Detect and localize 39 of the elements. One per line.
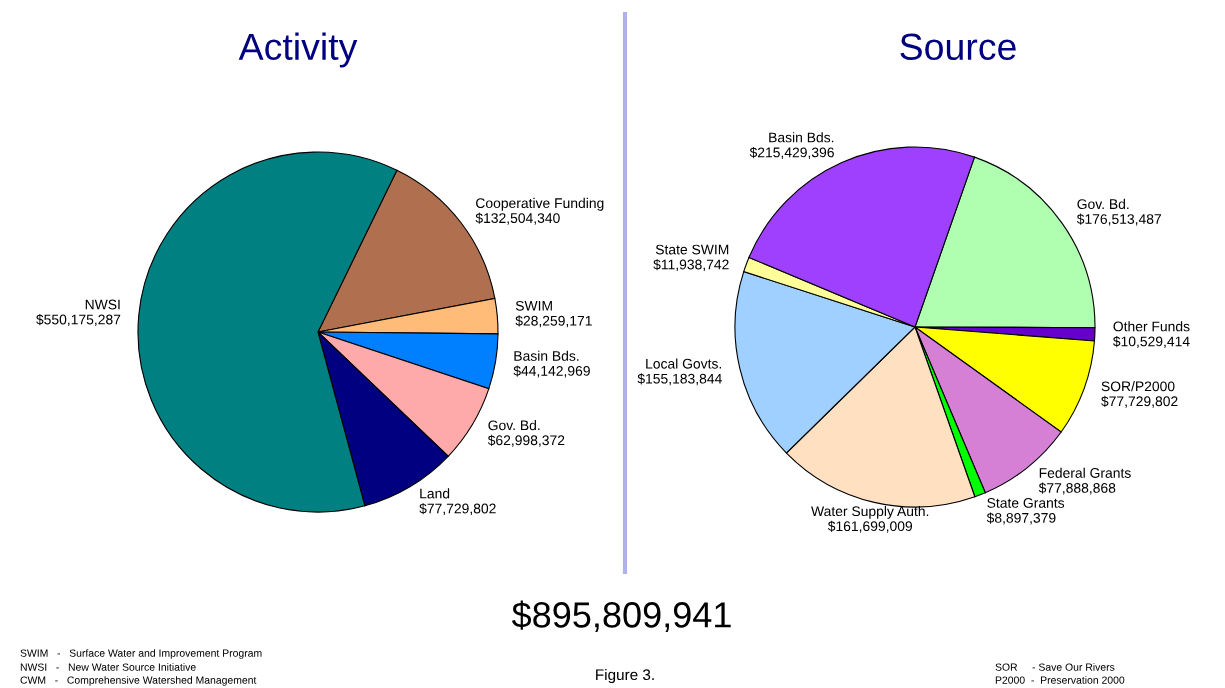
text: SOR - Save Our Rivers	[995, 663, 1115, 671]
data-label: $77,729,802	[419, 503, 496, 516]
data-label: $550,175,287	[36, 313, 121, 327]
slice-label: Gov. Bd.	[1077, 198, 1129, 210]
slice-label: State SWIM	[655, 244, 729, 255]
data-label: $176,513,487	[1076, 213, 1161, 226]
slice-label: State Grants	[987, 498, 1065, 508]
data-label: $161,699,009	[827, 520, 913, 533]
slice-label: SOR/P2000	[1101, 381, 1175, 392]
text: $895,809,941	[511, 600, 731, 632]
data-label: $10,529,414	[1112, 335, 1190, 348]
slice-label: Cooperative Funding	[476, 197, 604, 211]
slice-label: Land	[420, 488, 450, 499]
data-label: $28,259,171	[515, 315, 592, 328]
data-label: $62,998,372	[487, 434, 565, 447]
text: CWM - Comprehensive Watershed Management	[20, 676, 257, 686]
chart-title: Activity	[238, 32, 358, 68]
slice-label: Basin Bds.	[514, 350, 579, 361]
slice-label: Basin Bds.	[769, 132, 834, 143]
data-label: $215,429,396	[749, 146, 834, 159]
text: SWIM - Surface Water and Improvement Program	[20, 649, 262, 659]
chart-title: Source	[900, 33, 1016, 61]
slice-label: Federal Grants	[1039, 467, 1131, 478]
text: P2000 - Preservation 2000	[995, 676, 1125, 684]
slice-label: SWIM	[515, 300, 552, 311]
data-label: $44,142,969	[513, 365, 590, 378]
data-label: $77,729,802	[1101, 395, 1178, 408]
caption: Figure 3.	[596, 668, 654, 684]
slice-label: Other Funds	[1113, 321, 1190, 332]
slice-label: Local Govts.	[646, 358, 722, 369]
slice-label: NWSI	[85, 299, 120, 310]
slice-label: Water Supply Auth.	[811, 505, 929, 519]
data-label: $11,938,742	[653, 259, 729, 272]
slice-label: Gov. Bd.	[488, 420, 540, 431]
text: NWSI - New Water Source Initiative	[20, 663, 196, 671]
data-label: $8,897,379	[986, 512, 1056, 525]
data-label: $132,504,340	[475, 212, 560, 225]
data-label: $77,888,868	[1038, 482, 1116, 495]
data-label: $155,183,844	[637, 373, 722, 386]
